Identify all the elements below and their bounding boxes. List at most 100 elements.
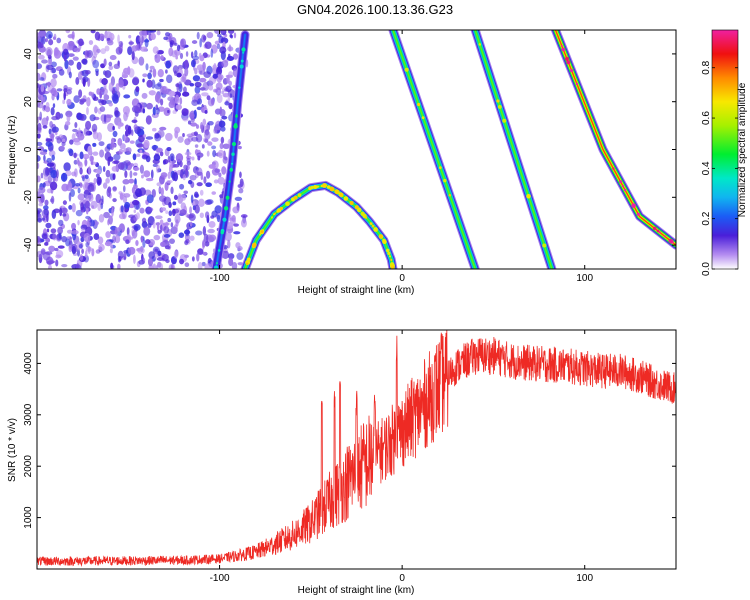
noise-speckle bbox=[50, 107, 55, 116]
noise-speckle bbox=[156, 30, 161, 36]
steep-trace-speck bbox=[225, 195, 230, 200]
noise-speckle bbox=[212, 73, 219, 79]
spectrogram-ytick-label: 20 bbox=[23, 96, 34, 108]
noise-speckle bbox=[213, 179, 219, 184]
noise-speckle bbox=[112, 125, 115, 131]
snr-panel: -100 0 100 1000 2000 3000 4000 Height of strai… bbox=[7, 329, 677, 596]
noise-speckle bbox=[168, 90, 176, 97]
noise-speckle bbox=[82, 78, 86, 87]
noise-speckle bbox=[145, 155, 151, 163]
noise-speckle bbox=[63, 91, 66, 101]
noise-speckle bbox=[202, 226, 207, 236]
noise-speckle bbox=[77, 71, 83, 80]
noise-speckle bbox=[196, 106, 202, 111]
noise-speckle bbox=[61, 264, 68, 268]
arc-trace-speck bbox=[382, 239, 387, 245]
noise-speckle bbox=[174, 214, 181, 224]
noise-speckle bbox=[134, 178, 137, 186]
noise-speckle bbox=[115, 83, 120, 92]
noise-speckle bbox=[73, 152, 77, 159]
noise-speckle bbox=[155, 215, 163, 220]
noise-speckle bbox=[98, 214, 105, 223]
streak-3-speck bbox=[621, 185, 625, 188]
spectrogram-ytick-label: -20 bbox=[23, 190, 34, 205]
noise-speckle bbox=[144, 38, 149, 48]
noise-speckle bbox=[38, 202, 44, 207]
noise-speckle bbox=[94, 106, 98, 114]
colorbar-axes: 0.0 0.2 0.4 0.6 0.8 bbox=[701, 60, 738, 276]
arc-trace-speck bbox=[360, 211, 365, 216]
noise-speckle bbox=[55, 259, 59, 267]
noise-speckle bbox=[217, 176, 225, 185]
arc-trace-speck bbox=[349, 201, 354, 206]
noise-speckle bbox=[136, 143, 144, 148]
noise-speckle bbox=[160, 207, 167, 212]
noise-speckle bbox=[86, 106, 89, 116]
noise-speckle bbox=[165, 221, 169, 228]
noise-speckle bbox=[37, 63, 43, 70]
noise-speckle bbox=[68, 182, 73, 188]
noise-speckle bbox=[67, 40, 75, 47]
arc-trace-speck bbox=[364, 216, 368, 219]
noise-speckle bbox=[48, 245, 56, 252]
noise-speckle bbox=[160, 172, 168, 178]
noise-speckle bbox=[77, 161, 83, 167]
noise-speckle bbox=[191, 156, 195, 161]
noise-speckle bbox=[177, 136, 184, 143]
noise-speckle bbox=[64, 59, 69, 70]
noise-speckle bbox=[106, 238, 110, 243]
colorbar-tick-label: 0.6 bbox=[701, 111, 712, 125]
noise-speckle bbox=[108, 65, 114, 71]
noise-speckle bbox=[161, 85, 169, 94]
noise-speckle bbox=[234, 196, 243, 201]
arc-trace-speck bbox=[324, 183, 328, 187]
noise-speckle bbox=[228, 257, 234, 267]
noise-speckle bbox=[131, 119, 138, 124]
noise-speckle bbox=[37, 210, 40, 215]
noise-speckle bbox=[147, 30, 154, 33]
noise-speckle bbox=[146, 194, 154, 204]
steep-trace-speck bbox=[238, 86, 241, 89]
noise-speckle bbox=[89, 114, 96, 122]
arc-trace-speck bbox=[246, 257, 251, 262]
streak-1-speck bbox=[443, 178, 447, 183]
noise-speckle bbox=[71, 245, 76, 255]
noise-speckle bbox=[73, 159, 78, 165]
noise-speckle bbox=[118, 148, 124, 155]
noise-speckle bbox=[199, 38, 202, 48]
noise-speckle bbox=[125, 147, 132, 154]
noise-speckle bbox=[195, 230, 203, 236]
noise-speckle bbox=[163, 234, 171, 238]
streak-1-speck bbox=[417, 102, 421, 107]
noise-speckle bbox=[141, 257, 146, 265]
noise-speckle bbox=[189, 112, 195, 119]
noise-speckle bbox=[182, 173, 186, 181]
noise-speckle bbox=[217, 149, 225, 159]
noise-speckle bbox=[41, 36, 46, 45]
noise-speckle bbox=[183, 190, 188, 195]
noise-speckle bbox=[91, 123, 98, 133]
noise-speckle bbox=[46, 64, 54, 70]
noise-speckle bbox=[107, 186, 112, 194]
noise-speckle bbox=[104, 71, 108, 76]
noise-speckle bbox=[211, 191, 217, 195]
noise-speckle bbox=[96, 132, 102, 142]
noise-speckle bbox=[167, 171, 171, 180]
noise-speckle bbox=[212, 88, 219, 93]
noise-speckle bbox=[52, 103, 56, 108]
noise-speckle bbox=[200, 122, 204, 130]
noise-speckle bbox=[52, 233, 57, 241]
noise-speckle bbox=[151, 188, 156, 198]
noise-speckle bbox=[211, 137, 219, 142]
steep-trace-speck bbox=[240, 59, 244, 63]
noise-speckle bbox=[124, 130, 129, 137]
noise-speckle bbox=[172, 208, 176, 217]
noise-speckle bbox=[107, 156, 111, 167]
noise-speckle bbox=[37, 162, 40, 169]
noise-speckle bbox=[210, 98, 215, 106]
arc-trace-speck bbox=[326, 185, 331, 189]
noise-speckle bbox=[73, 95, 80, 104]
noise-speckle bbox=[194, 144, 199, 148]
steep-trace-speck bbox=[215, 262, 218, 265]
noise-speckle bbox=[149, 69, 153, 73]
